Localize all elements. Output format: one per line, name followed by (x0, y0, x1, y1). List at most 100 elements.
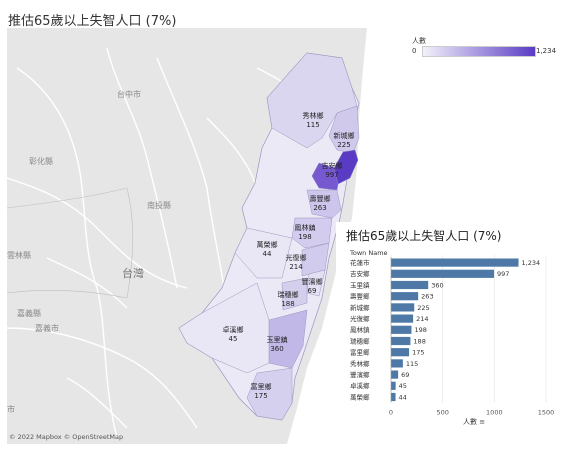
legend-gradient-bar (422, 46, 536, 57)
color-legend: 人數 0 1,234 (412, 36, 556, 62)
data-label: 214 (416, 315, 428, 323)
category-label[interactable]: 卓溪鄉 (350, 381, 370, 390)
map-label-nantou: 南投縣 (147, 201, 171, 210)
bar[interactable] (391, 280, 429, 290)
bar[interactable] (391, 258, 519, 267)
town-value: 214 (289, 263, 303, 271)
map-attribution[interactable]: © 2022 Mapbox © OpenStreetMap (9, 433, 124, 441)
category-header[interactable]: Town Name (350, 249, 388, 257)
map-label-city-edge: 市 (7, 405, 15, 414)
town-value: 360 (270, 345, 284, 353)
town-name: 瑞穗鄉 (277, 291, 299, 299)
category-label[interactable]: 瑞穗鄉 (350, 336, 370, 345)
category-label[interactable]: 光復鄉 (350, 314, 370, 323)
category-label[interactable]: 萬榮鄉 (350, 392, 370, 401)
category-label[interactable]: 新城鄉 (350, 303, 370, 312)
category-label[interactable]: 秀林鄉 (350, 359, 370, 368)
region-xiulin[interactable] (266, 52, 358, 149)
region-shoufeng[interactable] (306, 189, 342, 219)
data-label: 44 (399, 393, 407, 401)
category-label[interactable]: 鳳林鎮 (350, 325, 370, 334)
town-value: 44 (262, 250, 272, 258)
bar[interactable] (391, 336, 411, 346)
x-tick-label: 500 (436, 409, 448, 417)
region-ruisui[interactable] (281, 277, 308, 311)
town-name: 豐濱鄉 (301, 278, 323, 286)
region-fengbin[interactable] (306, 269, 326, 297)
town-value: 263 (313, 204, 327, 212)
chart-title: 推估65歲以上失智人口 (7%) (346, 229, 502, 243)
town-name: 吉安鄉 (321, 162, 343, 170)
data-label: 188 (413, 337, 425, 345)
town-label-xiulin: 秀林鄉 115 (303, 112, 324, 130)
town-name: 卓溪鄉 (222, 326, 244, 334)
category-label[interactable]: 壽豐鄉 (350, 292, 370, 301)
town-label-ruisui: 瑞穗鄉 188 (278, 291, 299, 309)
town-name: 鳳林鎮 (294, 224, 316, 232)
town-label-fuli: 富里鄉 175 (251, 383, 272, 401)
town-value: 45 (228, 335, 238, 343)
map-label-chiayi-city: 嘉義市 (35, 324, 59, 333)
data-label: 115 (406, 360, 418, 368)
x-tick-label: 0 (389, 409, 393, 417)
category-label[interactable]: 富里鄉 (350, 348, 370, 357)
town-value: 997 (325, 171, 339, 179)
region-zhuoxi[interactable] (178, 282, 270, 374)
data-label: 198 (414, 326, 426, 334)
town-label-fengbin: 豐濱鄉 69 (302, 278, 323, 296)
data-label: 997 (497, 270, 509, 278)
x-axis-label: 人數 (463, 418, 477, 426)
town-label-fenglin: 鳳林鎮 198 (295, 224, 316, 242)
bar[interactable] (391, 381, 396, 390)
map-label-taiwan: 台灣 (122, 267, 144, 280)
town-label-zhuoxi: 卓溪鄉 45 (223, 326, 244, 344)
x-tick-label: 1000 (486, 409, 503, 417)
category-label[interactable]: 吉安鄉 (350, 269, 370, 278)
data-label: 1,234 (522, 259, 541, 267)
bar-chart-panel: 推估65歲以上失智人口 (7%) Town Name 花蓮市 1,234 吉安鄉 99… (336, 222, 563, 435)
bar[interactable] (391, 359, 403, 368)
bar[interactable] (391, 370, 399, 379)
map-label-yunlin: 雲林縣 (7, 251, 31, 260)
sort-icon[interactable]: ≡ (479, 418, 486, 426)
bar[interactable] (391, 269, 495, 278)
bar[interactable] (391, 292, 419, 301)
town-label-shoufeng: 壽豐鄉 263 (310, 195, 331, 213)
legend-max-label: 1,234 (536, 47, 557, 55)
town-value: 188 (281, 300, 295, 308)
town-name: 新城鄉 (333, 132, 355, 140)
map-label-changhua: 彰化縣 (29, 157, 53, 166)
x-axis-title[interactable]: 人數 ≡ (463, 417, 485, 427)
legend-min-label: 0 (412, 47, 417, 55)
region-fuli[interactable] (246, 367, 293, 421)
bar-chart: 花蓮市 1,234 吉安鄉 997 玉里鎮 360 壽豐鄉 263 新城鄉 225 光復鄉 214 鳳林… (350, 255, 554, 417)
town-name: 萬榮鄉 (256, 241, 278, 249)
town-label-jian: 吉安鄉 997 (322, 162, 343, 180)
town-name: 秀林鄉 (302, 112, 324, 120)
region-wanrong[interactable] (234, 227, 293, 279)
region-fenglin[interactable] (291, 217, 333, 249)
data-label: 225 (417, 304, 429, 312)
category-label[interactable]: 豐濱鄉 (350, 370, 370, 379)
bar[interactable] (391, 348, 410, 357)
town-label-wanrong: 萬榮鄉 44 (257, 241, 278, 259)
sheet-title: 推估65歲以上失智人口 (7%) (8, 14, 177, 29)
data-label: 175 (412, 349, 424, 357)
category-label[interactable]: 玉里鎮 (350, 280, 370, 289)
town-value: 115 (306, 121, 320, 129)
map-label-chiayi-county: 嘉義縣 (17, 309, 41, 318)
bar[interactable] (391, 392, 396, 402)
data-label: 263 (421, 293, 433, 301)
legend-title: 人數 (412, 37, 426, 45)
category-label[interactable]: 花蓮市 (350, 258, 370, 267)
town-label-xincheng: 新城鄉 225 (334, 132, 355, 150)
town-value: 198 (298, 233, 312, 241)
data-label: 360 (431, 281, 443, 289)
town-value: 175 (254, 392, 268, 400)
bar[interactable] (391, 303, 415, 312)
bar[interactable] (391, 314, 414, 323)
town-name: 壽豐鄉 (309, 195, 331, 203)
county-boundaries (7, 187, 134, 299)
bar[interactable] (391, 325, 412, 334)
data-label: 69 (401, 371, 409, 379)
